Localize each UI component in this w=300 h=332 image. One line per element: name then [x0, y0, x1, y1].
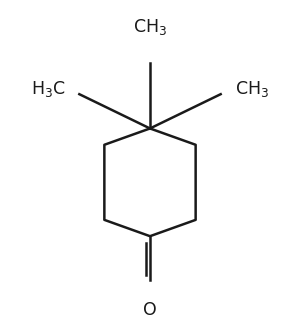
Text: O: O: [143, 301, 157, 319]
Text: CH$_3$: CH$_3$: [133, 17, 167, 37]
Text: CH$_3$: CH$_3$: [235, 79, 268, 99]
Text: H$_3$C: H$_3$C: [31, 79, 66, 99]
